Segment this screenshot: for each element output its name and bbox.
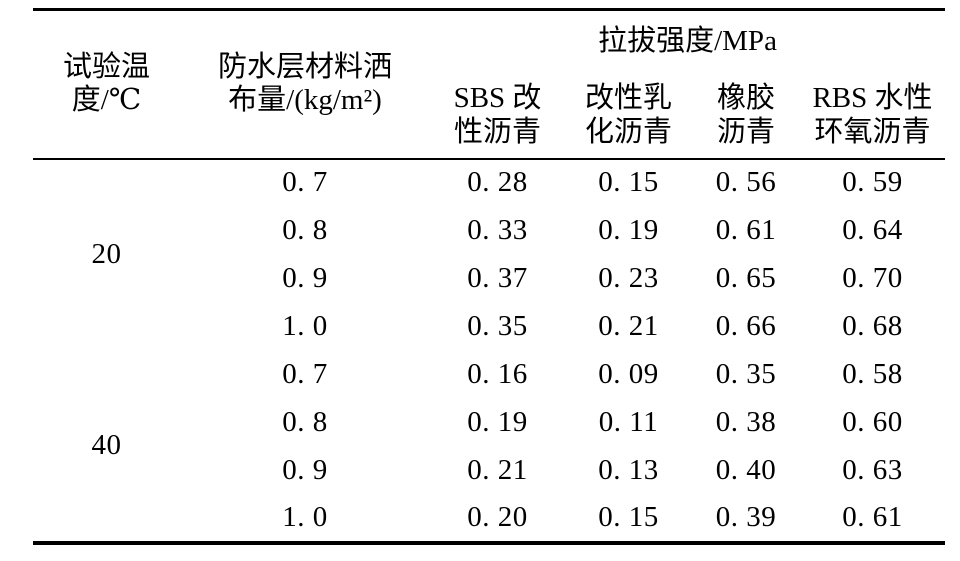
strength-value-cell: 0. 20 bbox=[467, 500, 528, 533]
spread-amount-cell: 0. 7 bbox=[282, 166, 328, 199]
header-spread-amount: 防水层材料洒 布量/(kg/m²) bbox=[180, 9, 430, 160]
strength-value-cell: 0. 09 bbox=[598, 357, 659, 390]
strength-value-cell: 0. 13 bbox=[598, 453, 659, 486]
spread-amount-cell: 0. 9 bbox=[282, 453, 328, 486]
strength-value-cell: 0. 61 bbox=[715, 213, 777, 246]
strength-value-cell: 0. 59 bbox=[842, 166, 903, 199]
strength-value-cell: 0. 16 bbox=[467, 357, 528, 390]
header-pull-out-strength-group: 拉拔强度/MPa bbox=[598, 25, 777, 58]
strength-value-cell: 0. 33 bbox=[467, 213, 528, 246]
table-row: 0. 8 0. 33 0. 19 0. 61 0. 64 bbox=[33, 207, 945, 255]
spread-amount-cell: 0. 8 bbox=[282, 213, 328, 246]
spread-amount-cell: 0. 7 bbox=[282, 357, 328, 390]
spread-amount-cell: 1. 0 bbox=[282, 500, 328, 533]
spread-amount-cell: 0. 9 bbox=[282, 261, 328, 294]
header-rbs-waterborne-epoxy-asphalt: RBS 水性 环氧沥青 bbox=[800, 73, 946, 160]
strength-value-cell: 0. 21 bbox=[598, 309, 659, 342]
temperature-cell: 20 bbox=[91, 238, 122, 271]
spread-amount-cell: 1. 0 bbox=[282, 309, 328, 342]
header-modified-emulsified-asphalt: 改性乳 化沥青 bbox=[565, 73, 692, 160]
strength-value-cell: 0. 35 bbox=[715, 357, 777, 390]
strength-value-cell: 0. 23 bbox=[598, 261, 659, 294]
strength-value-cell: 0. 66 bbox=[715, 309, 777, 342]
strength-value-cell: 0. 11 bbox=[598, 405, 659, 438]
strength-value-cell: 0. 37 bbox=[467, 261, 528, 294]
strength-value-cell: 0. 64 bbox=[842, 213, 903, 246]
table-row: 1. 0 0. 20 0. 15 0. 39 0. 61 bbox=[33, 495, 945, 543]
pull-out-strength-table: 试验温 度/℃ 防水层材料洒 布量/(kg/m²) 拉拔强度/MPa SBS 改… bbox=[33, 8, 946, 545]
spread-amount-cell: 0. 8 bbox=[282, 405, 328, 438]
header-sbs-modified-asphalt: SBS 改 性沥青 bbox=[430, 73, 565, 160]
table-body: 20 0. 7 0. 28 0. 15 0. 56 0. 59 0. 8 0. … bbox=[33, 159, 945, 543]
strength-value-cell: 0. 19 bbox=[467, 405, 528, 438]
header-rubber-asphalt: 橡胶 沥青 bbox=[692, 73, 800, 160]
table-row: 20 0. 7 0. 28 0. 15 0. 56 0. 59 bbox=[33, 159, 945, 270]
table-row: 0. 9 0. 37 0. 23 0. 65 0. 70 bbox=[33, 255, 945, 303]
strength-value-cell: 0. 38 bbox=[715, 405, 777, 438]
strength-value-cell: 0. 19 bbox=[598, 213, 659, 246]
strength-value-cell: 0. 65 bbox=[715, 261, 777, 294]
strength-value-cell: 0. 40 bbox=[715, 453, 777, 486]
strength-value-cell: 0. 68 bbox=[842, 309, 903, 342]
table-row: 40 0. 7 0. 16 0. 09 0. 35 0. 58 bbox=[33, 351, 945, 461]
table-row: 0. 8 0. 19 0. 11 0. 38 0. 60 bbox=[33, 399, 945, 447]
strength-value-cell: 0. 15 bbox=[598, 166, 659, 199]
strength-value-cell: 0. 35 bbox=[467, 309, 528, 342]
strength-value-cell: 0. 28 bbox=[467, 166, 528, 199]
strength-value-cell: 0. 70 bbox=[842, 261, 903, 294]
strength-value-cell: 0. 63 bbox=[842, 453, 903, 486]
strength-value-cell: 0. 60 bbox=[842, 405, 903, 438]
strength-value-cell: 0. 15 bbox=[598, 500, 659, 533]
temperature-cell: 40 bbox=[91, 428, 122, 461]
table-header: 试验温 度/℃ 防水层材料洒 布量/(kg/m²) 拉拔强度/MPa SBS 改… bbox=[33, 9, 946, 160]
table-row: 0. 9 0. 21 0. 13 0. 40 0. 63 bbox=[33, 447, 945, 495]
strength-value-cell: 0. 56 bbox=[715, 166, 777, 199]
strength-value-cell: 0. 58 bbox=[842, 357, 903, 390]
strength-value-cell: 0. 21 bbox=[467, 453, 528, 486]
header-test-temperature: 试验温 度/℃ bbox=[33, 9, 180, 160]
strength-value-cell: 0. 61 bbox=[842, 500, 903, 533]
table-row: 1. 0 0. 35 0. 21 0. 66 0. 68 bbox=[33, 303, 945, 351]
strength-value-cell: 0. 39 bbox=[715, 500, 777, 533]
